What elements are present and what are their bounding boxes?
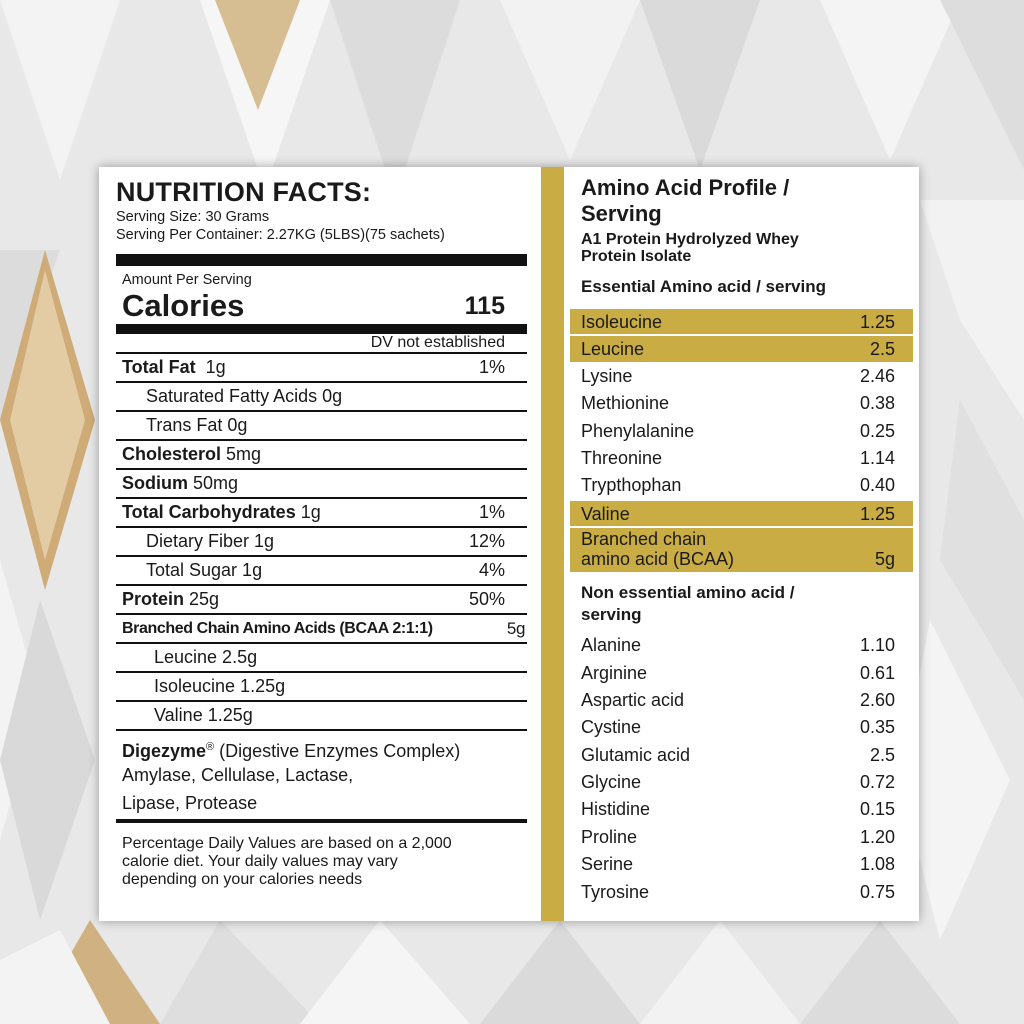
calories-row: Calories 115: [116, 288, 527, 324]
thick-divider: [116, 324, 527, 334]
amino-row: Methionine 0.38: [581, 393, 895, 414]
amount-per-serving: Amount Per Serving: [122, 272, 252, 288]
product-name: A1 Protein Hydrolyzed Whey Protein Isola…: [581, 231, 799, 265]
amino-row: Histidine 0.15: [581, 799, 895, 820]
digezyme-line: Digezyme® (Digestive Enzymes Complex): [122, 741, 461, 761]
nutrient-row: Branched Chain Amino Acids (BCAA 2:1:1) …: [116, 615, 527, 644]
nutrient-row: Valine 1.25g: [116, 702, 527, 731]
nutrient-row: Protein 25g 50%: [116, 586, 527, 615]
nutrient-row: Total Fat 1g 1%: [116, 354, 527, 383]
nutrient-row: Isoleucine 1.25g: [116, 673, 527, 702]
amino-row: Alanine 1.10: [581, 635, 895, 656]
calories-label: Calories: [122, 288, 245, 323]
essential-list: Isoleucine 1.25 Leucine 2.5 Lysine 2.46 Met…: [570, 308, 913, 574]
amino-row: Threonine 1.14: [581, 447, 895, 468]
nonessential-list: Alanine 1.10 Arginine 0.61 Aspartic acid 2.…: [581, 632, 907, 906]
amino-acid-panel: Amino Acid Profile / Serving A1 Protein …: [570, 175, 913, 906]
amino-row: Isoleucine 1.25: [570, 308, 913, 336]
serving-per-container: Serving Per Container: 2.27KG (5LBS)(75 …: [116, 227, 445, 243]
amino-row: Leucine 2.5: [570, 335, 913, 363]
amino-row: Tyrosine 0.75: [581, 881, 895, 902]
nutrient-row: Total Carbohydrates 1g 1%: [116, 499, 527, 528]
nutrient-row: Trans Fat 0g: [116, 412, 527, 441]
calories-value: 115: [464, 292, 505, 320]
nutrient-row: Leucine 2.5g: [116, 644, 527, 673]
enzymes-line-1: Amylase, Cellulase, Lactase,: [122, 765, 354, 785]
amino-row: Aspartic acid 2.60: [581, 689, 895, 710]
amino-row: Trypthophan 0.40: [581, 475, 895, 496]
nutrient-row: Saturated Fatty Acids 0g: [116, 383, 527, 412]
bcaa-row: Branched chain amino acid (BCAA) 5g: [570, 527, 913, 574]
amino-row: Valine 1.25: [570, 499, 913, 528]
amino-title: Amino Acid Profile / Serving: [581, 175, 790, 226]
essential-heading: Essential Amino acid / serving: [581, 277, 827, 296]
nonessential-heading: Non essential amino acid / serving: [581, 583, 795, 625]
amino-row: Glutamic acid 2.5: [581, 744, 895, 765]
amino-row: Phenylalanine 0.25: [581, 420, 895, 441]
amino-row: Proline 1.20: [581, 826, 895, 847]
gold-divider: [541, 167, 564, 921]
nutrient-row: Dietary Fiber 1g 12%: [116, 528, 527, 557]
nutrition-card: NUTRITION FACTS: Serving Size: 30 Grams …: [99, 167, 919, 921]
amino-row: Glycine 0.72: [581, 772, 895, 793]
serving-size: Serving Size: 30 Grams: [116, 209, 270, 225]
amino-row: Serine 1.08: [581, 854, 895, 875]
nutrient-row: Sodium 50mg: [116, 470, 527, 499]
amino-row: Cystine 0.35: [581, 717, 895, 738]
nutrient-row: Total Sugar 1g 4%: [116, 557, 527, 586]
footnote: Percentage Daily Values are based on a 2…: [122, 835, 452, 888]
amino-row: Lysine 2.46: [581, 365, 895, 386]
nutrient-row: Cholesterol 5mg: [116, 441, 527, 470]
thick-divider: [116, 254, 527, 266]
enzymes-line-2: Lipase, Protease: [122, 793, 258, 813]
nutrition-title: NUTRITION FACTS:: [116, 177, 372, 207]
amino-row: Arginine 0.61: [581, 662, 895, 683]
dv-note: DV not established: [116, 334, 527, 354]
thick-divider: [116, 819, 527, 823]
nutrition-facts-panel: NUTRITION FACTS: Serving Size: 30 Grams …: [116, 177, 527, 889]
